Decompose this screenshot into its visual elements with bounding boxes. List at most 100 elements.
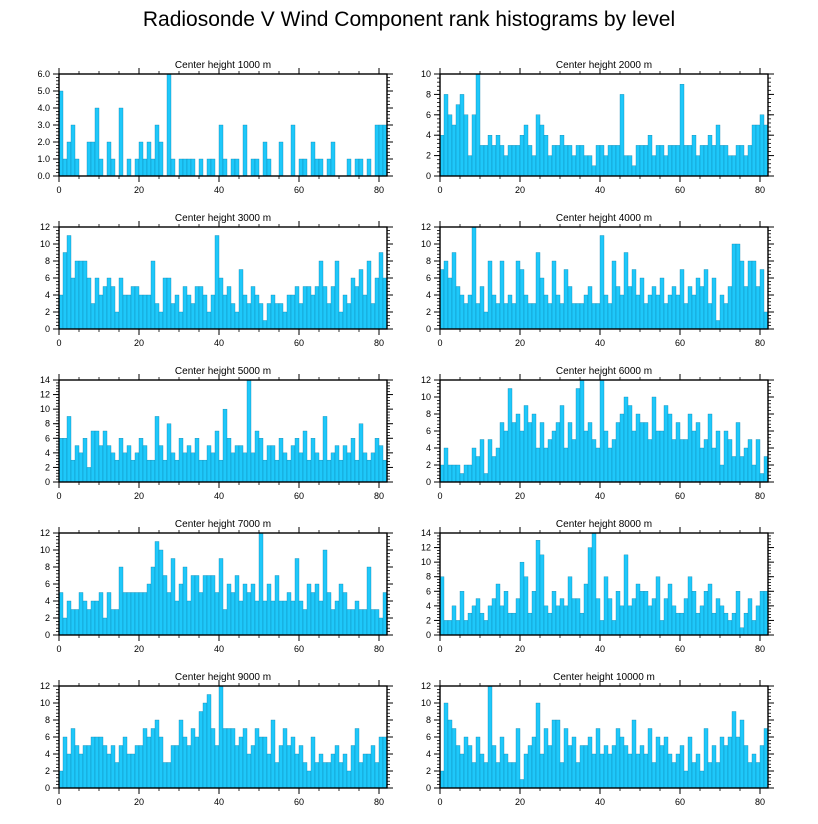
histogram-bar [210, 294, 216, 330]
histogram-bar [551, 145, 557, 177]
histogram-bar [463, 114, 469, 177]
histogram-bar [627, 605, 633, 636]
y-tick-label: 4.0 [37, 103, 50, 113]
histogram-bar [126, 592, 132, 636]
histogram-bar [310, 294, 316, 330]
histogram-bar [615, 145, 621, 177]
histogram-bar [318, 753, 324, 789]
histogram-bar [511, 303, 517, 330]
y-tick-label: 12 [40, 681, 50, 691]
histogram-bar [158, 445, 164, 483]
x-tick-label: 40 [595, 338, 605, 348]
histogram-bar [555, 422, 561, 483]
panel-title: Center height 2000 m [556, 60, 652, 71]
histogram-bar [719, 145, 725, 177]
histogram-bar [246, 379, 252, 483]
histogram-bar [579, 379, 585, 483]
histogram-bar [186, 445, 192, 483]
histogram-bar [539, 124, 545, 177]
y-tick-label: 6 [426, 426, 431, 436]
histogram-bar [290, 124, 296, 177]
histogram-bar [711, 145, 717, 177]
histogram-bar [547, 745, 553, 789]
histogram-bar [150, 566, 156, 636]
histogram-bar [679, 84, 685, 177]
histogram-bar [503, 591, 509, 636]
x-tick-label: 60 [294, 491, 304, 501]
histogram-bar [146, 141, 152, 177]
x-tick-label: 60 [294, 644, 304, 654]
x-tick-label: 0 [437, 185, 442, 195]
histogram-bar [82, 438, 88, 483]
histogram-bar [70, 609, 76, 636]
histogram-bar [342, 294, 348, 330]
histogram-bar [170, 558, 176, 636]
histogram-bar [174, 459, 180, 483]
histogram-bar [258, 303, 264, 330]
histogram-bar [242, 452, 248, 483]
y-tick-label: 0 [45, 783, 50, 793]
histogram-bar [374, 438, 380, 483]
histogram-bar [218, 277, 224, 330]
histogram-bar [499, 422, 505, 483]
histogram-bar [487, 135, 493, 177]
histogram-bar [527, 422, 533, 483]
histogram-bar [138, 592, 144, 636]
histogram-bar [487, 605, 493, 636]
histogram-bar [647, 439, 653, 483]
histogram-bar [322, 762, 328, 789]
histogram-bar [378, 124, 384, 177]
histogram-bar [298, 303, 304, 330]
histogram-bar [487, 439, 493, 483]
histogram-bar [671, 762, 677, 789]
histogram-bar [591, 532, 597, 636]
x-tick-label: 40 [214, 491, 224, 501]
histogram-bar [190, 158, 196, 177]
histogram-bar [711, 277, 717, 330]
histogram-bar [635, 145, 641, 177]
histogram-bar [739, 145, 745, 177]
histogram-bar [62, 617, 68, 636]
histogram-bar [727, 286, 733, 330]
histogram-bar [182, 736, 188, 789]
histogram-bar [499, 260, 505, 330]
histogram-bar [571, 598, 577, 636]
histogram-bar [479, 145, 485, 177]
histogram-bar [667, 753, 673, 789]
histogram-bar [294, 558, 300, 636]
histogram-bar [114, 459, 120, 483]
x-tick-label: 80 [755, 797, 765, 807]
histogram-bar [611, 439, 617, 483]
histogram-bar [623, 396, 629, 483]
histogram-bar [747, 762, 753, 789]
x-tick-label: 20 [134, 491, 144, 501]
histogram-bar [567, 145, 573, 177]
y-tick-label: 5.0 [37, 86, 50, 96]
histogram-bar [531, 303, 537, 330]
histogram-panel: Center height 10000 m 0 2 4 6 8 10 12 0 20 40 60 80 [421, 672, 774, 807]
panel-title: Center height 5000 m [175, 366, 271, 377]
histogram-bar [246, 592, 252, 636]
histogram-bar [575, 303, 581, 330]
histogram-bar [683, 770, 689, 789]
y-tick-label: 4 [426, 601, 431, 611]
y-tick-label: 10 [421, 557, 431, 567]
histogram-bar [563, 269, 569, 330]
y-tick-label: 0 [45, 324, 50, 334]
histogram-bar [150, 728, 156, 789]
histogram-bar [222, 728, 228, 789]
histogram-bar [126, 445, 132, 483]
histogram-bar [350, 609, 356, 636]
histogram-bar [599, 235, 605, 330]
histogram-bar [739, 627, 745, 636]
histogram-bar [122, 452, 128, 483]
histogram-bar [719, 294, 725, 330]
histogram-bar [663, 303, 669, 330]
y-tick-label: 8 [45, 562, 50, 572]
histogram-bar [483, 620, 489, 636]
histogram-bar [374, 124, 380, 177]
histogram-bar [74, 445, 80, 483]
y-tick-label: 1.0 [37, 154, 50, 164]
histogram-bar [663, 736, 669, 789]
histogram-bar [110, 609, 116, 636]
